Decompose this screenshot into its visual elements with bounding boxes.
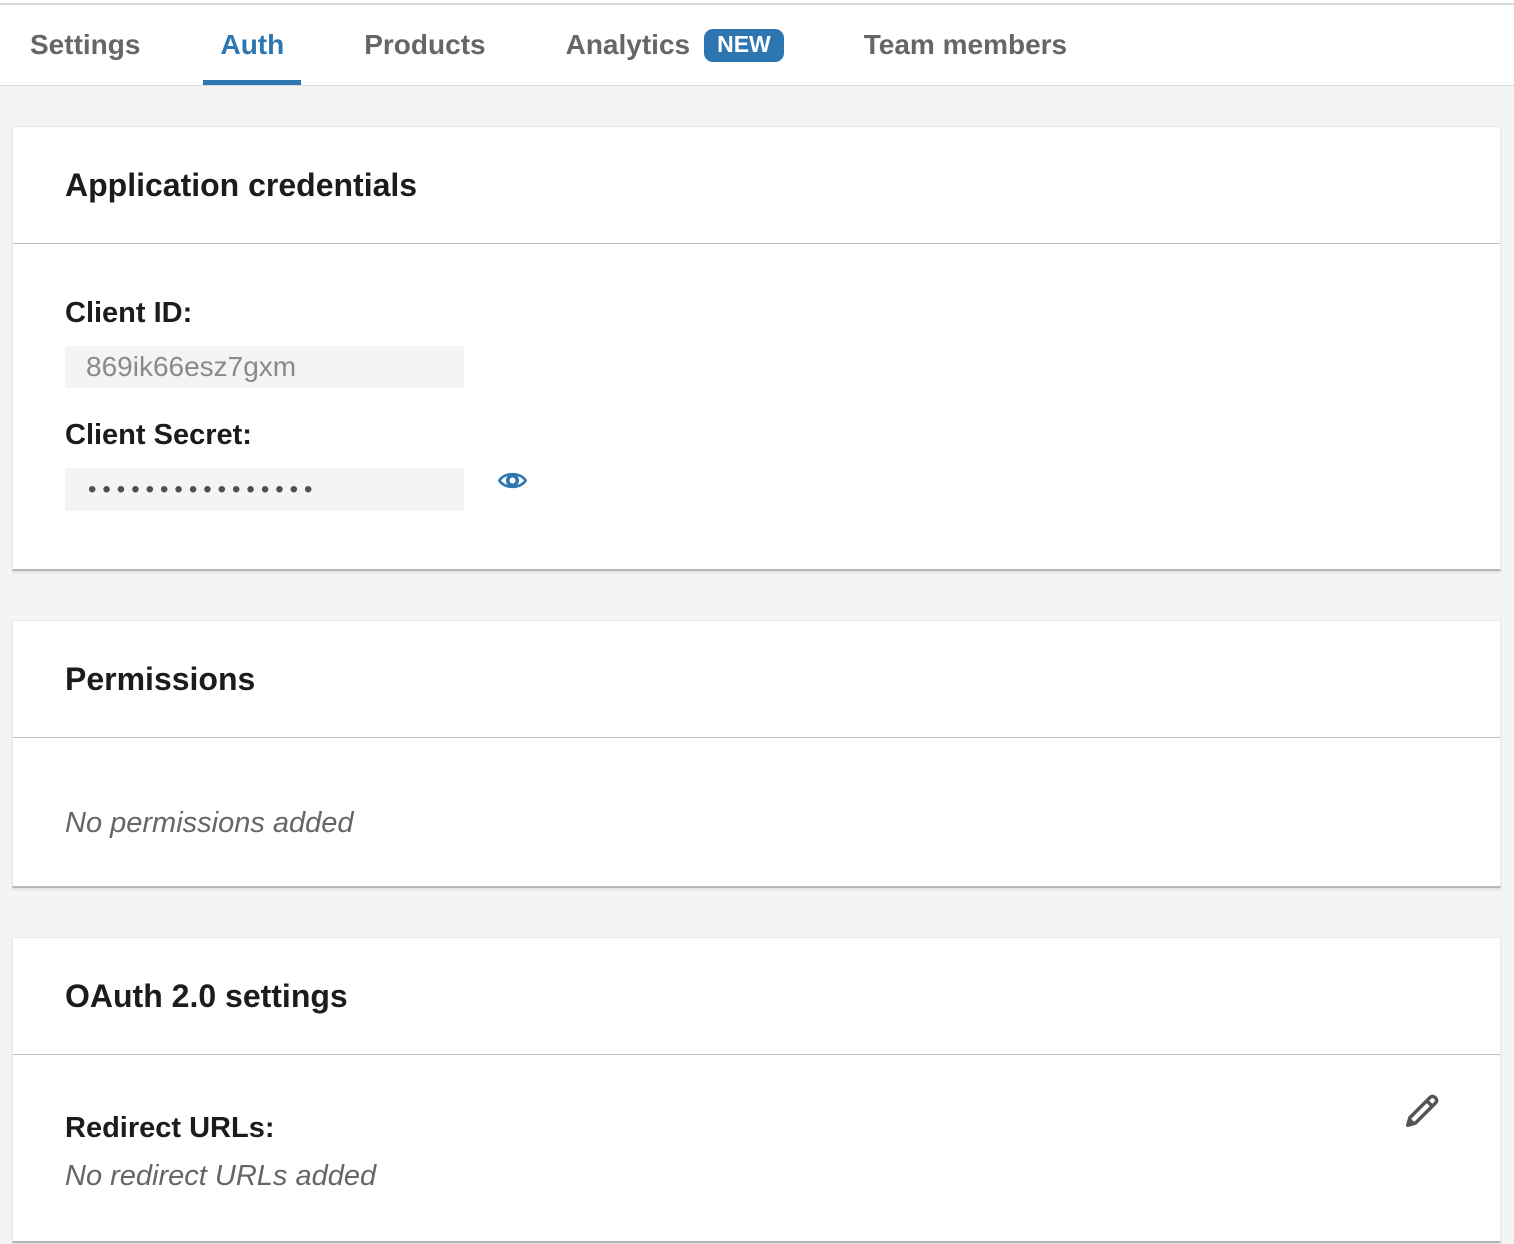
top-strip [0,0,1514,3]
card-title: Application credentials [65,166,418,203]
eye-icon [497,465,528,499]
tab-settings-label: Settings [30,29,141,60]
client-id-value: 869ik66esz7gxm [65,346,464,388]
tab-team-members[interactable]: Team members [847,5,1084,85]
tab-products[interactable]: Products [347,5,502,85]
top-hairline [0,3,1514,5]
client-secret-row: •••••••••••••••• [65,452,1448,511]
reveal-secret-button[interactable] [497,465,528,499]
tab-analytics-label: Analytics [565,29,691,60]
application-credentials-header: Application credentials [13,127,1500,244]
tab-products-label: Products [364,29,486,60]
client-id-label: Client ID: [65,297,193,329]
client-secret-label: Client Secret: [65,419,252,451]
oauth-settings-card: OAuth 2.0 settings Redirect URLs: No red… [12,937,1501,1243]
application-credentials-card: Application credentials Client ID: 869ik… [12,126,1501,571]
redirect-urls-label: Redirect URLs: [65,1112,275,1144]
pencil-icon [1400,1094,1444,1136]
oauth-settings-header: OAuth 2.0 settings [13,938,1500,1055]
client-secret-masked-value: •••••••••••••••• [65,468,464,511]
redirect-urls-empty-text: No redirect URLs added [65,1160,377,1192]
permissions-card: Permissions No permissions added [12,620,1501,888]
tab-auth-label: Auth [220,29,285,60]
application-credentials-body: Client ID: 869ik66esz7gxm Client Secret:… [13,244,1500,569]
permissions-header: Permissions [13,621,1500,738]
oauth-settings-body: Redirect URLs: No redirect URLs added [13,1055,1500,1241]
tab-team-members-label: Team members [863,29,1068,60]
tab-bar: Settings Auth Products Analytics NEW Tea… [0,5,1514,86]
permissions-empty-text: No permissions added [65,807,354,839]
permissions-body: No permissions added [13,738,1500,886]
new-badge: NEW [704,28,784,62]
edit-redirect-urls-button[interactable] [1400,1089,1444,1136]
tab-auth[interactable]: Auth [203,5,301,85]
card-title: OAuth 2.0 settings [65,977,348,1014]
tab-analytics[interactable]: Analytics NEW [549,5,801,85]
tab-settings[interactable]: Settings [13,5,157,85]
card-title: Permissions [65,660,256,697]
